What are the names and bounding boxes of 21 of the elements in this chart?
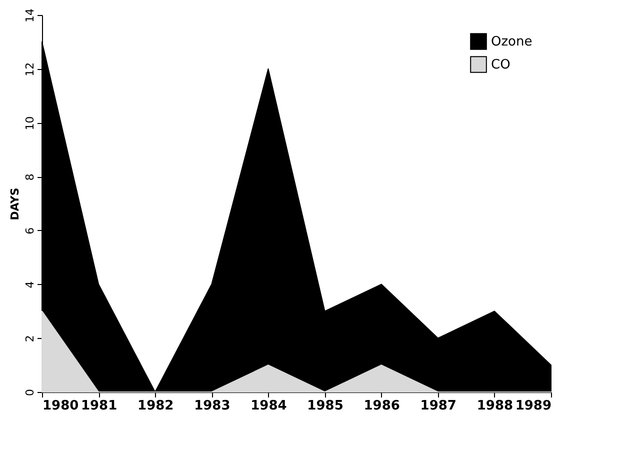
x-tick-label: 1988 — [476, 398, 514, 414]
y-tick-label: 12 — [24, 62, 36, 76]
x-tick-label: 1980 — [42, 398, 79, 414]
legend-label: Ozone — [491, 34, 532, 50]
legend-label: CO — [491, 58, 510, 72]
x-tick-label: 1987 — [420, 398, 456, 414]
x-tick-label: 1986 — [364, 398, 400, 414]
x-tick-label: 1983 — [194, 398, 230, 414]
x-tick-label: 1985 — [307, 398, 344, 414]
y-tick-label: 0 — [24, 389, 36, 396]
x-tick-label: 1989 — [515, 398, 552, 414]
y-tick-label: 8 — [24, 174, 36, 181]
y-tick-label: 4 — [24, 281, 36, 288]
y-axis-title: DAYS — [8, 188, 22, 220]
x-tick-label: 1984 — [250, 398, 287, 414]
y-tick-label: 14 — [24, 8, 36, 22]
x-tick-label: 1981 — [80, 398, 118, 414]
y-tick-label: 6 — [24, 227, 36, 234]
x-tick-label: 1982 — [138, 398, 174, 414]
y-tick-label: 10 — [24, 116, 36, 130]
y-tick-label: 2 — [24, 335, 36, 342]
